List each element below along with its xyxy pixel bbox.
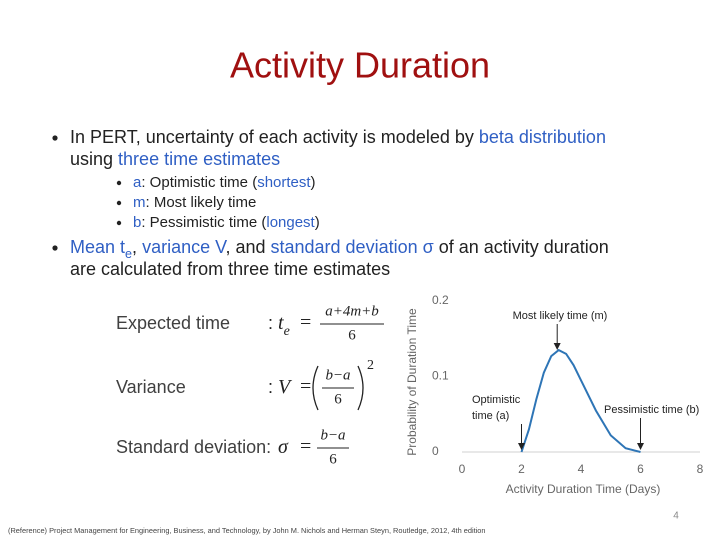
sub-bullet-dot	[116, 180, 122, 186]
formula-label: Standard deviation:	[116, 437, 271, 457]
text-segment: b	[133, 214, 141, 231]
text-segment: longest	[266, 214, 315, 231]
arrow-head	[518, 443, 525, 450]
text-segment: shortest	[257, 174, 311, 191]
formula-exponent: 2	[367, 358, 374, 373]
bullet-text: m: Most likely time	[133, 194, 256, 211]
text-segment: standard deviation σ	[271, 237, 434, 257]
formula-label: Expected time	[116, 313, 230, 333]
text-segment: )	[311, 174, 316, 191]
bullet-text: using three time estimates	[70, 149, 280, 169]
bullet-text: are calculated from three time estimates	[70, 259, 390, 279]
formula-colon: :	[268, 377, 273, 397]
paren	[312, 365, 319, 411]
y-axis-label: Probability of Duration Time	[405, 308, 419, 456]
data-line	[520, 348, 641, 453]
text-segment: using	[70, 149, 118, 169]
reference: (Reference) Project Management for Engin…	[8, 526, 486, 535]
text-segment: )	[315, 214, 320, 231]
formula-symbol: V	[278, 376, 293, 398]
formula-equals: =	[300, 312, 311, 334]
bullet-text: Mean te, variance V, and standard deviat…	[70, 237, 609, 262]
annotation-text: Optimistic	[472, 394, 521, 406]
text-segment: : Pessimistic time (	[141, 214, 266, 231]
formula-symbol-main: σ	[278, 436, 289, 458]
annotation-text: time (a)	[472, 410, 509, 422]
text-segment: In PERT, uncertainty of each activity is…	[70, 127, 479, 147]
text-segment: three time estimates	[118, 149, 280, 169]
sub-bullet-dot	[116, 220, 122, 226]
x-tick-label: 8	[697, 462, 704, 476]
formula-denominator: 6	[329, 451, 337, 467]
x-axis-label: Activity Duration Time (Days)	[506, 482, 661, 496]
x-tick-label: 6	[637, 462, 644, 476]
paren	[357, 365, 364, 411]
formula-symbol-main: t	[278, 312, 284, 334]
arrow-head	[637, 443, 644, 450]
x-tick-label: 2	[518, 462, 525, 476]
text-segment: beta distribution	[479, 127, 606, 147]
formula-denominator: 6	[334, 391, 342, 407]
x-tick-label: 4	[578, 462, 585, 476]
text-segment: , and	[225, 237, 270, 257]
text-segment: : Optimistic time (	[141, 174, 257, 191]
text-segment: Mean t	[70, 237, 125, 257]
formula-colon: :	[268, 313, 273, 333]
arrow-head	[553, 343, 561, 350]
bullet-text: In PERT, uncertainty of each activity is…	[70, 127, 606, 147]
page-number: 4	[673, 511, 679, 522]
y-tick-label: 0	[432, 444, 439, 458]
formula-symbol-sub: e	[284, 324, 290, 339]
y-tick-label: 0.1	[432, 369, 449, 383]
text-segment: m	[133, 194, 146, 211]
text-segment: ,	[132, 237, 142, 257]
text-segment: : Most likely time	[146, 194, 257, 211]
bullet-text: a: Optimistic time (shortest)	[133, 174, 316, 191]
y-tick-label: 0.2	[432, 293, 449, 307]
formula-label: Variance	[116, 377, 186, 397]
annotation-text: Most likely time (m)	[513, 310, 608, 322]
formula-numerator: b−a	[320, 427, 345, 443]
bullet-dot	[52, 245, 58, 251]
formula-denominator: 6	[348, 327, 356, 343]
text-segment: a	[133, 174, 142, 191]
slide-title: Activity Duration	[230, 45, 490, 86]
formula-numerator: a+4m+b	[325, 303, 379, 319]
annotation-text: Pessimistic time (b)	[604, 404, 699, 416]
formula-symbol-main: V	[278, 376, 293, 398]
text-segment: e	[125, 247, 132, 261]
formula-symbol: te	[278, 312, 290, 339]
formula-numerator: b−a	[325, 367, 350, 383]
sub-bullet-dot	[116, 200, 122, 206]
text-segment: variance V	[142, 237, 227, 257]
bullet-dot	[52, 135, 58, 141]
text-segment: of an activity duration	[434, 237, 609, 257]
formula-symbol: σ	[278, 436, 289, 458]
bullet-text: b: Pessimistic time (longest)	[133, 214, 320, 231]
x-tick-label: 0	[459, 462, 466, 476]
formula-equals: =	[300, 376, 311, 398]
text-segment: are calculated from three time estimates	[70, 259, 390, 279]
formula-equals: =	[300, 436, 311, 458]
